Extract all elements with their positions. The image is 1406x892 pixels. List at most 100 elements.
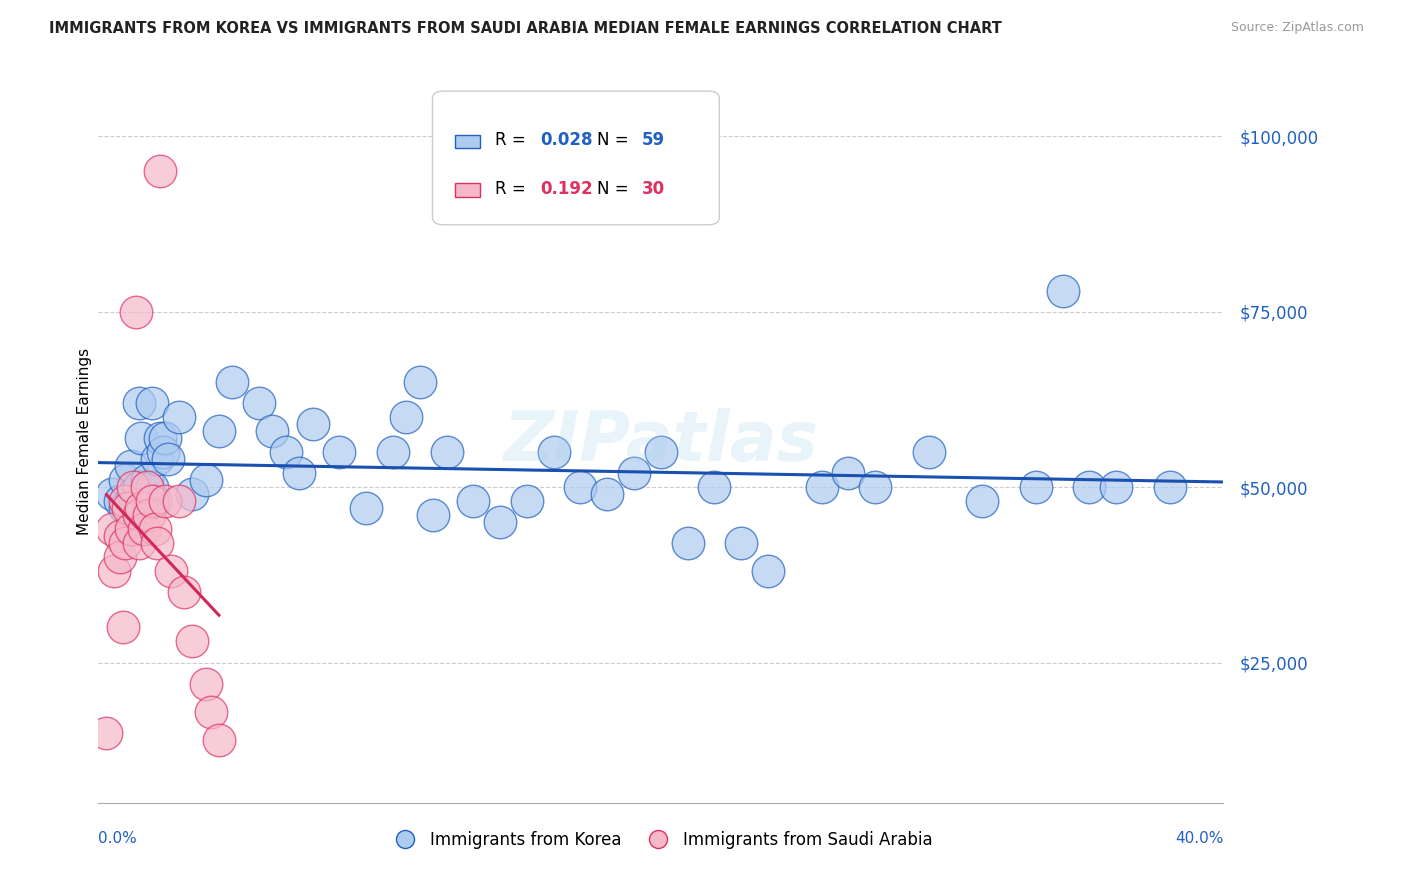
Point (463, 494, 485, 508)
Point (128, 508, 150, 523)
Point (122, 480, 145, 494)
Point (146, 452, 169, 467)
Point (181, 634, 204, 648)
Y-axis label: Median Female Earnings: Median Female Earnings (77, 348, 91, 535)
Point (181, 487, 204, 501)
Point (1052, 284, 1074, 298)
Text: R =: R = (495, 179, 531, 198)
Point (703, 480, 725, 494)
Text: 30: 30 (641, 179, 665, 198)
Point (108, 550, 131, 565)
Point (135, 480, 157, 494)
Point (114, 536, 136, 550)
Point (101, 522, 124, 536)
Point (122, 487, 145, 501)
Point (328, 445, 350, 459)
Point (837, 466, 859, 480)
Point (395, 409, 418, 424)
FancyBboxPatch shape (456, 183, 479, 196)
Point (128, 396, 150, 410)
Point (120, 459, 142, 474)
Point (756, 564, 779, 578)
FancyBboxPatch shape (456, 135, 479, 148)
Point (354, 501, 377, 516)
Point (155, 431, 177, 445)
Text: IMMIGRANTS FROM KOREA VS IMMIGRANTS FROM SAUDI ARABIA MEDIAN FEMALE EARNINGS COR: IMMIGRANTS FROM KOREA VS IMMIGRANTS FROM… (49, 21, 1002, 36)
Point (114, 494, 136, 508)
Point (623, 466, 645, 480)
Point (103, 564, 125, 578)
Point (141, 396, 163, 410)
Point (208, 424, 231, 438)
Legend: Immigrants from Korea, Immigrants from Saudi Arabia: Immigrants from Korea, Immigrants from S… (382, 824, 939, 856)
Text: R =: R = (495, 131, 531, 149)
Point (149, 164, 172, 178)
Point (436, 445, 458, 459)
Point (1025, 480, 1047, 494)
Point (114, 473, 136, 487)
Point (516, 494, 538, 508)
Point (208, 732, 231, 747)
Text: 0.028: 0.028 (540, 131, 593, 149)
FancyBboxPatch shape (433, 91, 720, 225)
Point (138, 508, 160, 523)
Point (143, 522, 166, 536)
Point (152, 445, 174, 459)
Point (111, 620, 134, 634)
Point (917, 445, 939, 459)
Point (167, 494, 190, 508)
Point (117, 501, 139, 516)
Point (135, 473, 157, 487)
Point (125, 305, 148, 319)
Point (129, 501, 152, 516)
Point (409, 375, 432, 389)
Point (596, 487, 619, 501)
Point (132, 522, 155, 536)
Point (288, 466, 311, 480)
Point (159, 564, 181, 578)
Point (650, 445, 672, 459)
Point (569, 480, 592, 494)
Point (262, 424, 284, 438)
Text: 0.0%: 0.0% (98, 830, 138, 846)
Point (972, 494, 994, 508)
Point (221, 375, 243, 389)
Point (128, 536, 150, 550)
Point (274, 445, 297, 459)
Point (141, 480, 163, 494)
Point (301, 417, 323, 431)
Point (543, 445, 565, 459)
Point (1159, 480, 1181, 494)
Text: ZIPatlas: ZIPatlas (503, 408, 818, 475)
Point (194, 473, 217, 487)
Point (1078, 480, 1101, 494)
Point (194, 676, 217, 690)
Point (149, 431, 172, 445)
Point (132, 501, 155, 516)
Point (138, 494, 160, 508)
Point (247, 396, 270, 410)
Point (489, 515, 512, 529)
Point (382, 445, 405, 459)
Point (200, 705, 222, 719)
Point (146, 536, 169, 550)
Point (1105, 480, 1128, 494)
Point (863, 480, 886, 494)
Point (108, 529, 131, 543)
Point (143, 494, 166, 508)
Point (155, 494, 177, 508)
Point (422, 508, 444, 523)
Point (96, 725, 118, 739)
Point (157, 452, 180, 467)
Point (108, 494, 131, 508)
Point (120, 522, 142, 536)
Point (114, 501, 136, 516)
Text: Source: ZipAtlas.com: Source: ZipAtlas.com (1230, 21, 1364, 34)
Text: 40.0%: 40.0% (1175, 830, 1223, 846)
Text: N =: N = (596, 131, 634, 149)
Point (141, 494, 163, 508)
Point (101, 487, 124, 501)
Point (129, 431, 152, 445)
Point (167, 409, 190, 424)
Point (173, 585, 195, 599)
